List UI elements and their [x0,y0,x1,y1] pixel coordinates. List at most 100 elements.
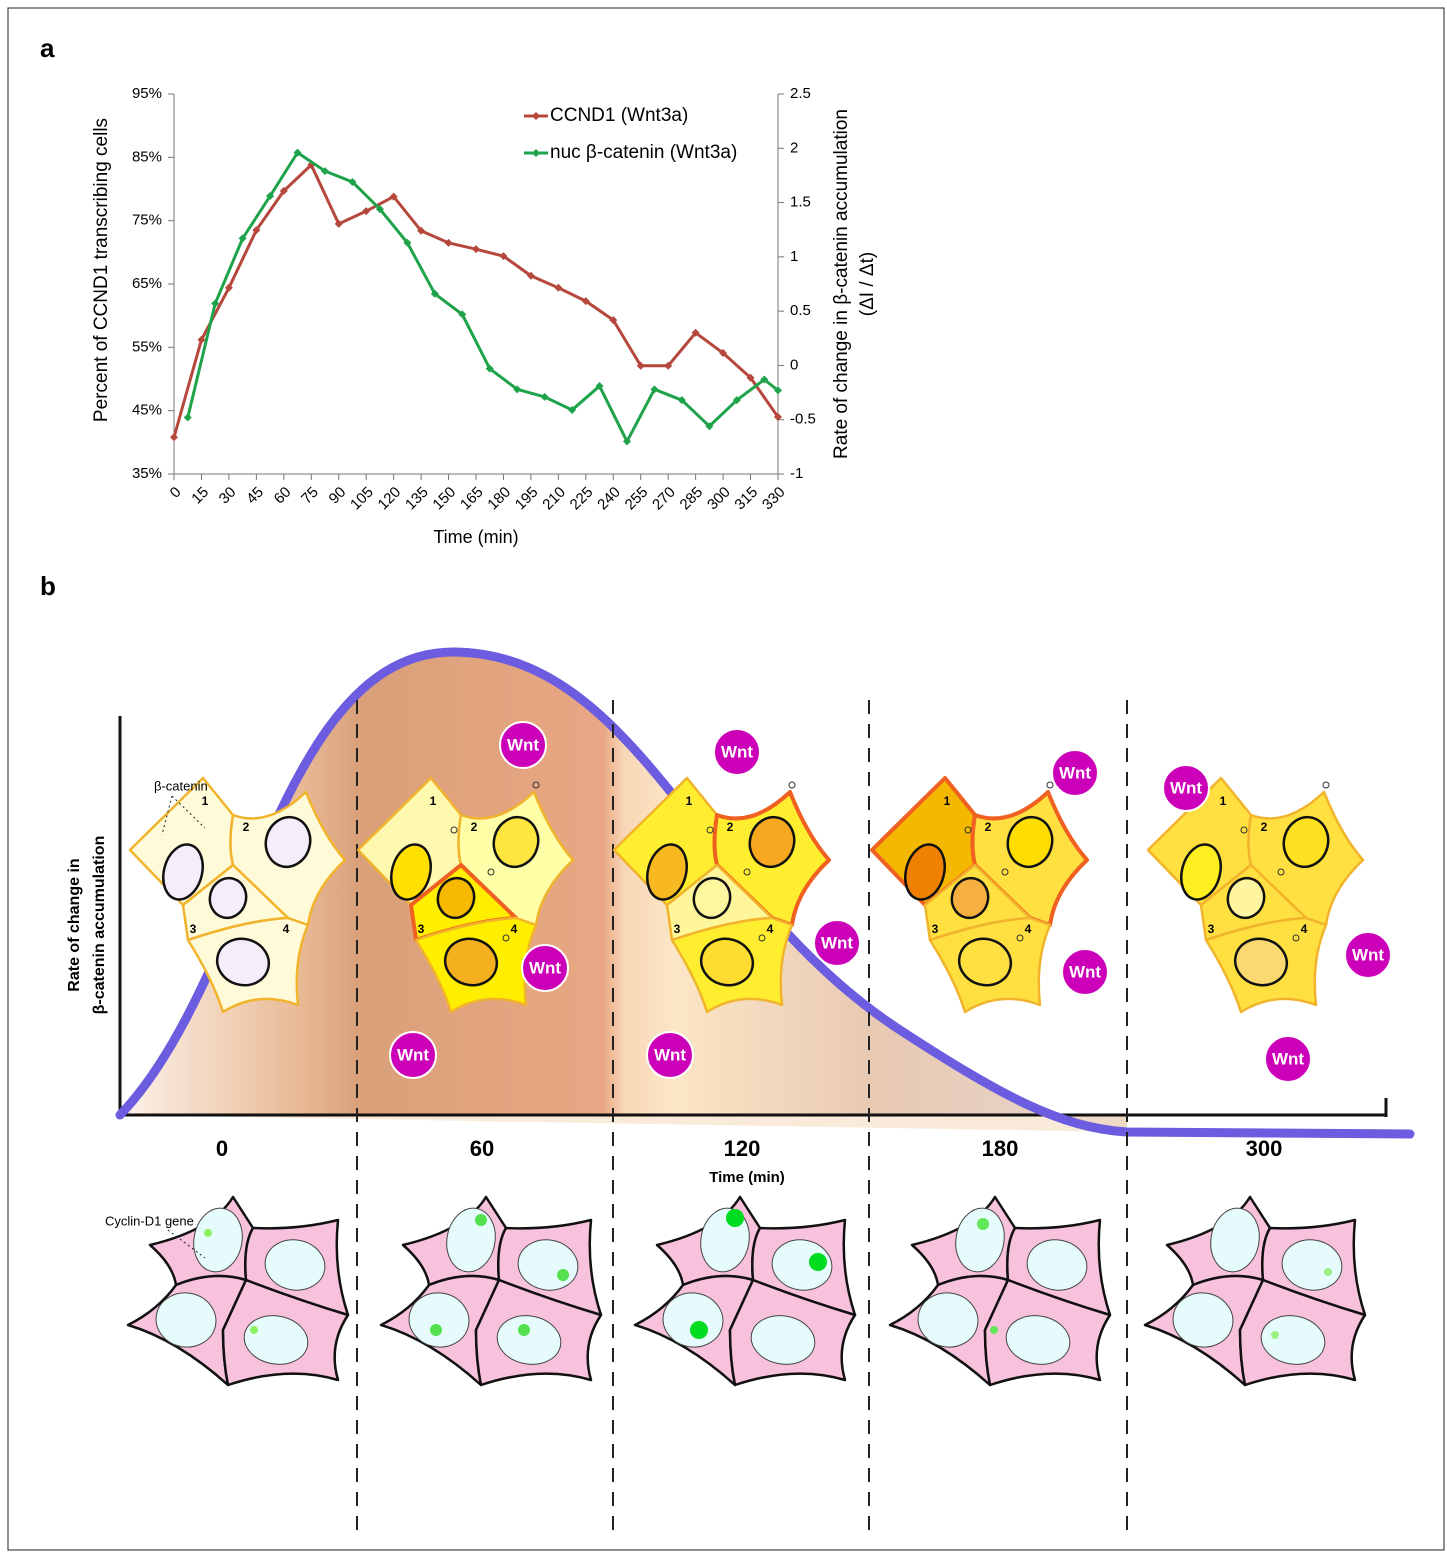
panel-label: b [40,571,56,601]
y2-tick-label: 0 [790,356,798,373]
cell-cluster: 1234 [872,778,1087,1012]
cell-number: 2 [1261,820,1268,834]
cell-number: 3 [932,922,939,936]
diagram-x-label: Time (min) [709,1169,785,1186]
cell-number: 1 [1220,794,1227,808]
gene-spot [250,1326,258,1334]
gene-spot [518,1324,530,1336]
cell-number: 1 [686,794,693,808]
wnt-label: Wnt [1272,1049,1304,1068]
cell-number: 1 [202,794,209,808]
x-tick-label: 330 [759,484,789,514]
time-label: 0 [216,1136,228,1161]
x-tick-label: 60 [271,484,295,508]
diagram-y-label: β-catenin accumulation [91,836,108,1015]
legend-marker [532,149,540,157]
cell-number: 2 [471,820,478,834]
cell-number: 4 [1025,922,1032,936]
x-tick-label: 15 [188,484,212,508]
x-tick-label: 90 [326,484,350,508]
y-tick-label: 35% [132,465,162,482]
y-tick-label: 55% [132,338,162,355]
gene-spot [430,1324,442,1336]
gene-spot [990,1326,998,1334]
cell-number: 3 [674,922,681,936]
x-tick-label: 300 [704,484,734,514]
x-tick-label: 255 [622,484,652,514]
gene-spot [690,1321,708,1339]
x-tick-label: 270 [649,484,679,514]
y2-tick-label: -0.5 [790,411,816,428]
time-label: 300 [1246,1136,1283,1161]
x-tick-label: 135 [402,484,432,514]
gene-spot [557,1269,569,1281]
x-tick-label: 165 [457,484,487,514]
cell-number: 3 [1208,922,1215,936]
y2-tick-label: 2 [790,139,798,156]
cell-cluster [381,1197,601,1385]
time-label: 180 [982,1136,1019,1161]
wnt-label: Wnt [654,1045,686,1064]
cell-cluster [1145,1197,1365,1385]
x-tick-label: 285 [677,484,707,514]
gene-spot [1271,1331,1279,1339]
x-tick-label: 315 [731,484,761,514]
x-tick-label: 30 [216,484,240,508]
cell-number: 4 [283,922,290,936]
wnt-label: Wnt [529,958,561,977]
data-point [170,433,178,441]
vesicle [1047,782,1053,788]
wnt-label: Wnt [1059,763,1091,782]
y2-tick-label: -1 [790,465,803,482]
y2-tick-label: 1.5 [790,194,811,211]
x-tick-label: 225 [567,484,597,514]
cell-number: 1 [944,794,951,808]
y2-axis-label: (ΔI / Δt) [857,252,878,316]
cell-cluster [635,1197,855,1385]
vesicle [1323,782,1329,788]
series-line [188,153,778,442]
cell-number: 1 [430,794,437,808]
cell-number: 2 [727,820,734,834]
gene-spot [726,1209,744,1227]
x-tick-label: 180 [484,484,514,514]
y-tick-label: 65% [132,275,162,292]
y-tick-label: 45% [132,402,162,419]
time-label: 120 [724,1136,761,1161]
data-point [184,414,192,422]
cell-number: 3 [190,922,197,936]
time-label: 60 [470,1136,494,1161]
cell-number: 4 [1301,922,1308,936]
y2-tick-label: 1 [790,248,798,265]
beta-catenin-label: β-catenin [154,778,208,793]
x-tick-label: 45 [243,484,267,508]
gene-spot [1324,1268,1332,1276]
legend-marker [532,112,540,120]
y2-tick-label: 0.5 [790,302,811,319]
cell-cluster: 1 2 3 4 [1148,778,1363,1012]
y-tick-label: 75% [132,212,162,229]
gene-spot [809,1253,827,1271]
cell-number: 3 [418,922,425,936]
bell-area-tail [120,1115,1127,1132]
wnt-label: Wnt [507,735,539,754]
legend-label: nuc β-catenin (Wnt3a) [550,142,737,163]
wnt-label: Wnt [821,933,853,952]
wnt-label: Wnt [1069,962,1101,981]
panel-label: a [40,33,55,63]
wnt-label: Wnt [1170,778,1202,797]
cell-number: 2 [243,820,250,834]
y2-tick-label: 2.5 [790,85,811,102]
x-tick-label: 105 [347,484,377,514]
x-tick-label: 120 [375,484,405,514]
x-tick-label: 210 [539,484,569,514]
x-tick-label: 150 [429,484,459,514]
y-axis-label: Percent of CCND1 transcribing cells [91,118,112,422]
cyclin-label: Cyclin-D1 gene [105,1213,194,1228]
y-tick-label: 95% [132,85,162,102]
figure: a b 35%45%55%65%75%85%95%-1-0.500.511.52… [0,0,1447,1553]
wnt-label: Wnt [1352,945,1384,964]
cell-number: 4 [767,922,774,936]
x-tick-label: 240 [594,484,624,514]
x-axis-label: Time (min) [433,527,518,547]
